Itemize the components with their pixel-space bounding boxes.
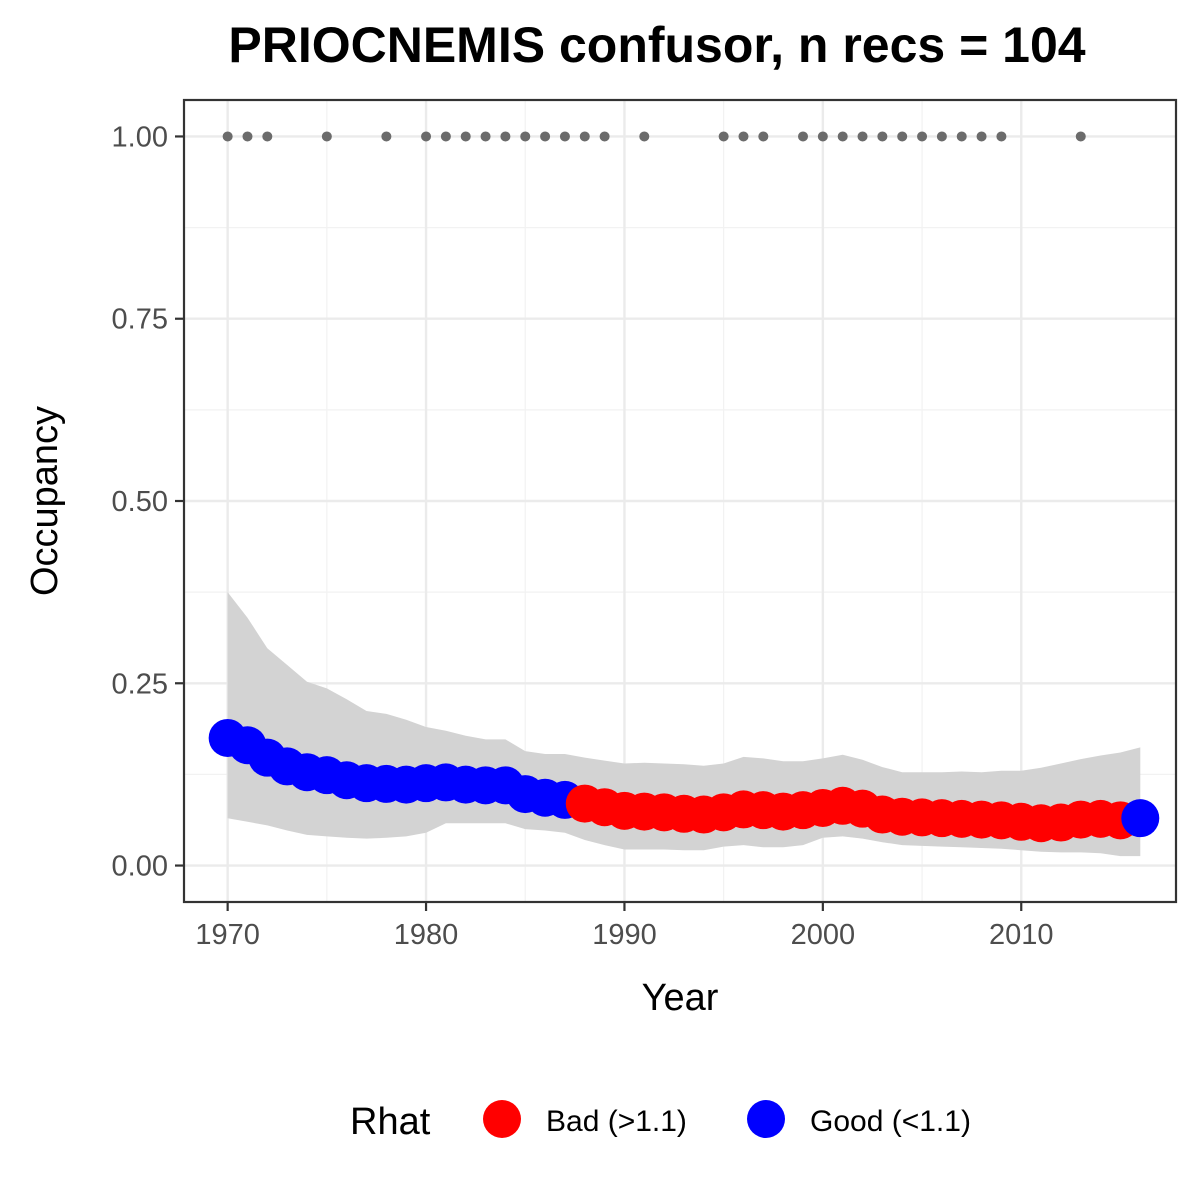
x-tick-label: 1990 bbox=[592, 919, 657, 951]
record-points bbox=[222, 131, 1086, 142]
y-tick-label: 0.00 bbox=[112, 851, 168, 883]
record-point bbox=[936, 131, 947, 142]
record-point bbox=[639, 131, 650, 142]
occupancy-points bbox=[208, 718, 1160, 843]
record-point bbox=[520, 131, 531, 142]
record-point bbox=[579, 131, 590, 142]
chart-title: PRIOCNEMIS confusor, n recs = 104 bbox=[228, 17, 1085, 73]
record-point bbox=[1075, 131, 1086, 142]
record-point bbox=[321, 131, 332, 142]
legend-key-good bbox=[747, 1100, 785, 1138]
record-point bbox=[222, 131, 233, 142]
record-point bbox=[877, 131, 888, 142]
x-tick-label: 2000 bbox=[791, 919, 856, 951]
record-point bbox=[718, 131, 729, 142]
record-point bbox=[440, 131, 451, 142]
record-point bbox=[917, 131, 928, 142]
x-tick-label: 1970 bbox=[195, 919, 260, 951]
y-tick-label: 1.00 bbox=[112, 121, 168, 153]
record-point bbox=[837, 131, 848, 142]
y-axis-title: Occupancy bbox=[24, 406, 66, 596]
y-tick-label: 0.25 bbox=[112, 668, 168, 700]
legend-label-good: Good (<1.1) bbox=[810, 1105, 971, 1138]
y-tick-label: 0.50 bbox=[112, 486, 168, 518]
record-point bbox=[758, 131, 769, 142]
record-point bbox=[996, 131, 1007, 142]
occupancy-point bbox=[1121, 799, 1160, 838]
record-point bbox=[897, 131, 908, 142]
record-point bbox=[738, 131, 749, 142]
record-point bbox=[540, 131, 551, 142]
record-point bbox=[381, 131, 392, 142]
legend-key-bad bbox=[483, 1100, 521, 1138]
y-tick-label: 0.75 bbox=[112, 304, 168, 336]
record-point bbox=[242, 131, 253, 142]
record-point bbox=[956, 131, 967, 142]
x-tick-label: 2010 bbox=[989, 919, 1054, 951]
record-point bbox=[559, 131, 570, 142]
record-point bbox=[798, 131, 809, 142]
record-point bbox=[262, 131, 273, 142]
record-point bbox=[599, 131, 610, 142]
record-point bbox=[976, 131, 987, 142]
x-axis-title: Year bbox=[642, 977, 719, 1019]
legend: Rhat Bad (>1.1) Good (<1.1) bbox=[350, 1100, 971, 1143]
legend-title: Rhat bbox=[350, 1101, 431, 1143]
record-point bbox=[857, 131, 868, 142]
record-point bbox=[460, 131, 471, 142]
x-axis: 1970 1980 1990 2000 2010 bbox=[195, 902, 1054, 951]
legend-label-bad: Bad (>1.1) bbox=[546, 1105, 687, 1138]
record-point bbox=[421, 131, 432, 142]
record-point bbox=[480, 131, 491, 142]
x-tick-label: 1980 bbox=[394, 919, 459, 951]
y-axis: 0.00 0.25 0.50 0.75 1.00 bbox=[112, 121, 184, 883]
record-point bbox=[817, 131, 828, 142]
record-point bbox=[500, 131, 511, 142]
